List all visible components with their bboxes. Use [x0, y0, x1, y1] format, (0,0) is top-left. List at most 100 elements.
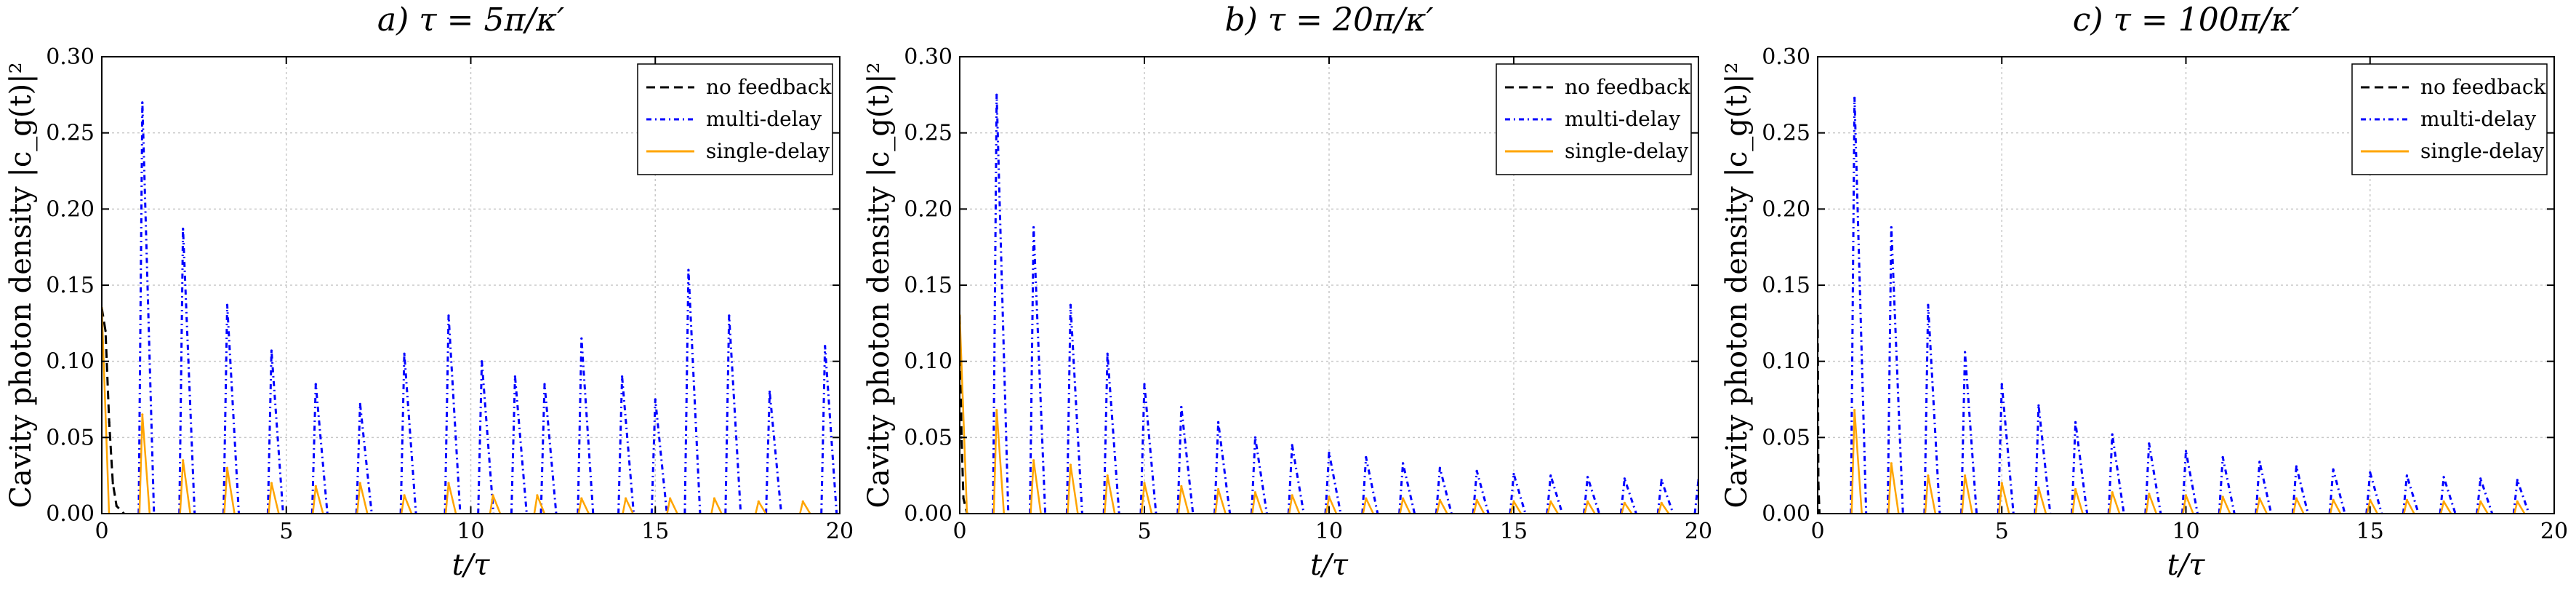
data-point	[1512, 473, 1515, 476]
chart-panel-2: 0 5 10 15 20 0.00 0.05 0.10 0.15 0.20 0.25 0.30 b) τ…	[862, 1, 1712, 582]
y-tick-label: 0.00	[904, 501, 952, 527]
x-tick-label: 0	[952, 519, 966, 544]
data-point	[1853, 96, 1856, 100]
y-axis-label: Cavity photon density |c_g(t)|²	[1720, 62, 1754, 508]
data-point	[2111, 433, 2114, 436]
y-tick-label: 0.05	[1762, 425, 1810, 450]
data-point	[2258, 461, 2261, 463]
data-point	[995, 93, 998, 96]
data-point	[824, 345, 827, 348]
x-tick-label: 0	[95, 519, 108, 544]
data-point	[1927, 303, 1930, 306]
data-point	[2037, 486, 2040, 490]
y-tick-label: 0.15	[904, 273, 952, 298]
data-point	[182, 459, 185, 462]
data-point	[1438, 498, 1441, 501]
legend-label: multi-delay	[2420, 107, 2536, 131]
legend-label: single-delay	[1565, 139, 1688, 163]
data-point	[2332, 498, 2335, 501]
data-point	[1180, 485, 1183, 487]
data-point	[314, 383, 317, 386]
data-point	[962, 497, 965, 500]
data-point	[2516, 479, 2519, 482]
data-point	[1402, 462, 1405, 465]
legend-label: multi-delay	[1565, 107, 1680, 131]
legend-label: no feedback	[2420, 75, 2547, 99]
data-point	[1475, 469, 1478, 473]
data-point	[580, 337, 583, 340]
data-point	[358, 482, 361, 485]
x-axis-label: t/τ	[2167, 549, 2206, 582]
y-tick-label: 0.05	[904, 425, 952, 450]
series-line-no-feedback	[960, 315, 968, 514]
data-point	[1217, 420, 1220, 424]
data-point	[447, 482, 450, 485]
data-point	[1964, 474, 1967, 477]
data-point	[2074, 420, 2077, 424]
data-point	[1069, 463, 1072, 466]
data-point	[141, 413, 144, 416]
data-point	[2000, 383, 2003, 386]
y-tick-label: 0.10	[1762, 349, 1810, 375]
legend-label: no feedback	[706, 75, 832, 99]
series-line-single-delay	[960, 314, 1670, 514]
data-point	[669, 497, 672, 500]
y-tick-label: 0.00	[1762, 501, 1810, 527]
data-point	[801, 500, 804, 503]
data-point	[1927, 474, 1930, 477]
data-point	[108, 420, 111, 424]
data-point	[141, 101, 144, 104]
data-point	[1106, 474, 1109, 477]
data-point	[728, 314, 731, 317]
data-point	[1180, 405, 1183, 409]
legend-label: single-delay	[706, 139, 830, 163]
x-tick-label: 15	[2356, 519, 2384, 544]
data-point	[1143, 482, 1146, 485]
data-point	[2221, 455, 2224, 459]
data-point	[654, 398, 657, 401]
data-point	[491, 494, 494, 497]
data-point	[270, 349, 273, 352]
data-point	[1291, 494, 1293, 497]
data-point	[769, 390, 771, 394]
data-point	[104, 330, 107, 332]
x-axis-label: t/τ	[452, 549, 491, 582]
x-tick-label: 20	[2540, 519, 2568, 544]
chart-title: b) τ = 20π/κ′	[1224, 1, 1433, 39]
y-tick-label: 0.20	[904, 196, 952, 222]
x-tick-label: 10	[1315, 519, 1343, 544]
data-point	[447, 314, 450, 317]
y-axis-label: Cavity photon density |c_g(t)|²	[862, 62, 896, 508]
data-point	[1402, 497, 1405, 500]
x-tick-label: 20	[826, 519, 854, 544]
x-tick-label: 10	[457, 519, 484, 544]
data-point	[1660, 479, 1663, 482]
y-tick-label: 0.10	[46, 349, 95, 375]
data-point	[1328, 495, 1331, 498]
data-point	[1890, 226, 1893, 229]
y-tick-label: 0.30	[904, 44, 952, 70]
data-point	[2148, 442, 2151, 445]
data-point	[2442, 500, 2445, 503]
data-point	[1032, 226, 1035, 229]
data-point	[1660, 501, 1663, 504]
data-point	[2332, 468, 2335, 471]
y-tick-label: 0.30	[46, 44, 95, 70]
data-point	[1512, 500, 1515, 503]
data-point	[225, 466, 229, 469]
data-point	[2184, 494, 2188, 497]
data-point	[1217, 487, 1220, 491]
chart-title: a) τ = 5π/κ′	[377, 1, 564, 39]
x-tick-label: 15	[1500, 519, 1528, 544]
y-tick-label: 0.10	[904, 349, 952, 375]
chart-title: c) τ = 100π/κ′	[2073, 1, 2300, 39]
data-point	[2184, 450, 2188, 453]
y-tick-label: 0.05	[46, 425, 95, 450]
y-tick-label: 0.20	[46, 196, 95, 222]
x-tick-label: 5	[279, 519, 293, 544]
data-point	[1032, 459, 1035, 462]
data-point	[270, 482, 273, 485]
data-point	[757, 500, 760, 503]
y-tick-label: 0.15	[46, 273, 95, 298]
legend: no feedback multi-delay single-delay	[2351, 63, 2548, 175]
